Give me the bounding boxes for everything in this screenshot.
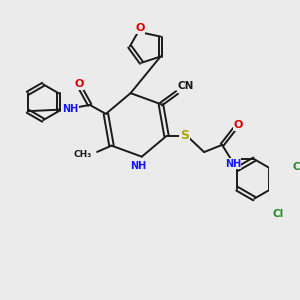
Text: CH₃: CH₃ xyxy=(74,150,92,159)
Text: NH: NH xyxy=(62,104,78,114)
Text: Cl: Cl xyxy=(273,208,284,218)
Text: CN: CN xyxy=(178,81,194,91)
Text: Cl: Cl xyxy=(293,162,300,172)
Text: O: O xyxy=(74,79,84,89)
Text: NH: NH xyxy=(225,159,241,169)
Text: NH: NH xyxy=(130,160,146,171)
Text: O: O xyxy=(135,23,145,33)
Text: S: S xyxy=(180,129,189,142)
Text: O: O xyxy=(233,120,243,130)
